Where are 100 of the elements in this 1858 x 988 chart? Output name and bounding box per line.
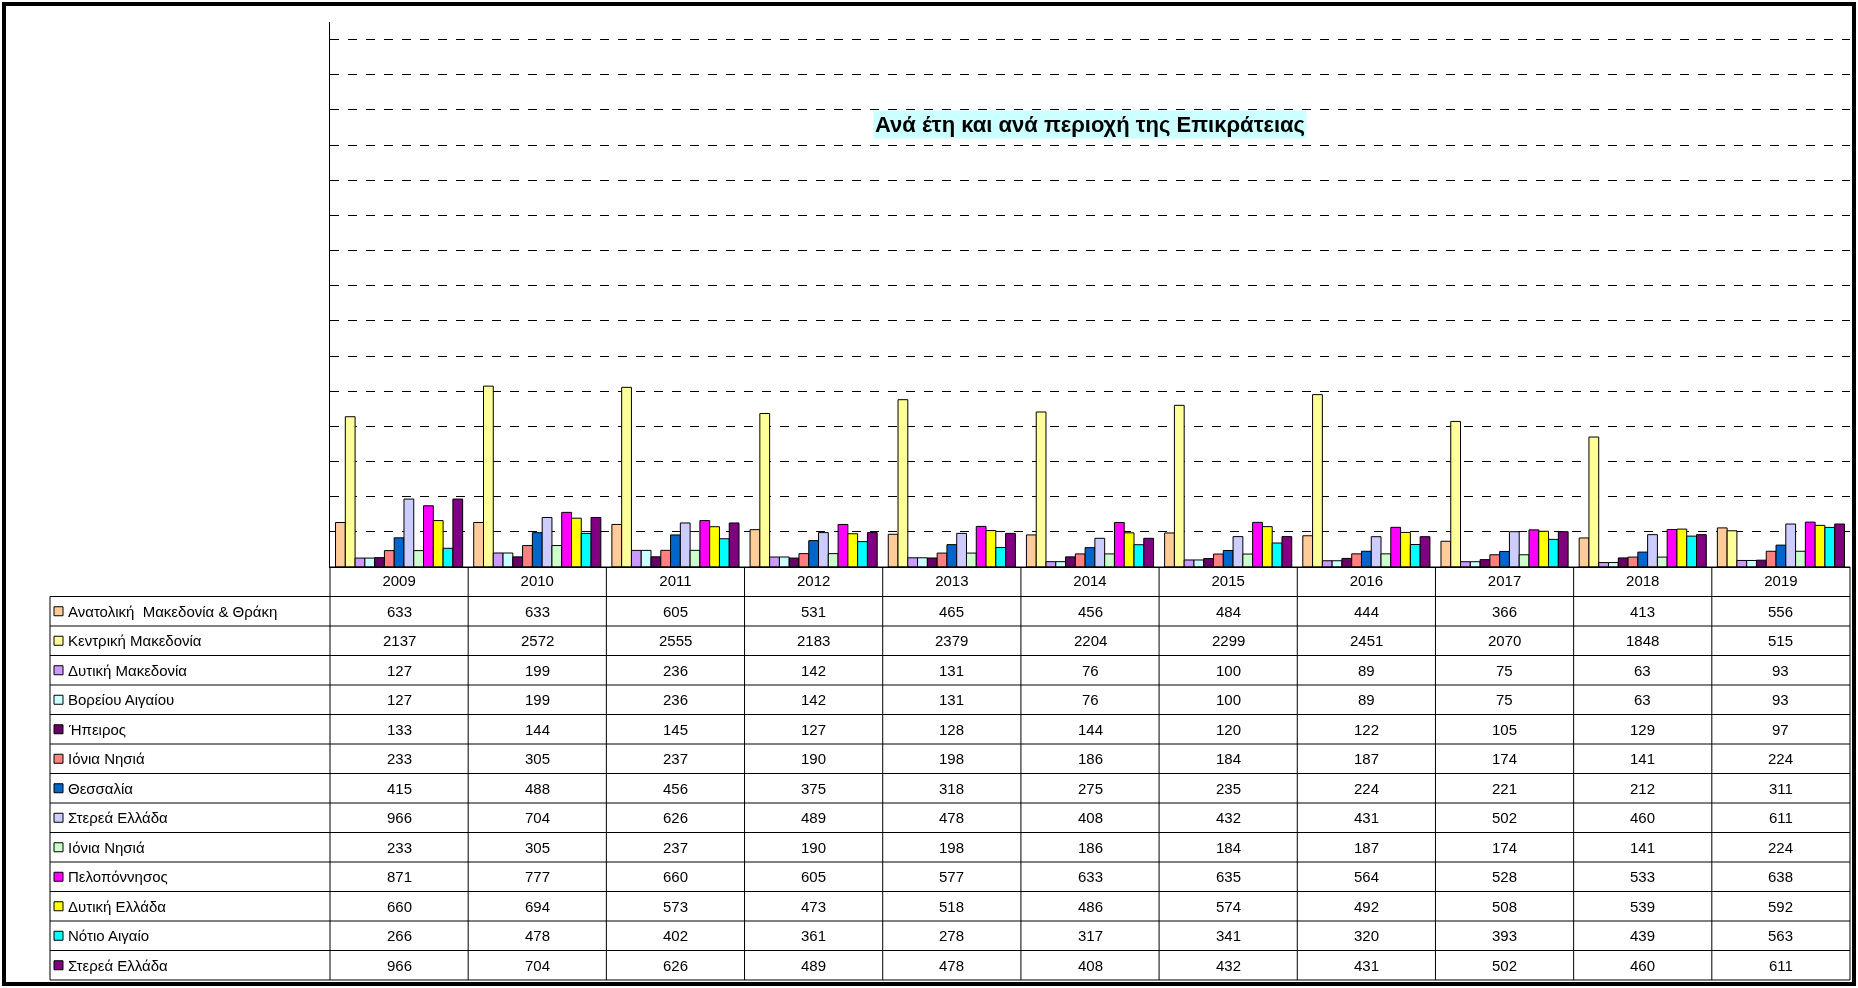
data-label: 704: [525, 809, 551, 826]
data-label: 199: [525, 691, 551, 708]
data-label: 633: [525, 603, 551, 620]
data-label: 2070: [1488, 632, 1522, 649]
data-label: 564: [1354, 868, 1380, 885]
data-label: 531: [801, 603, 827, 620]
legend-label: Θεσσαλία: [68, 780, 134, 797]
legend-label: Ανατολική Μακεδονία & Θράκη: [68, 603, 278, 620]
data-label: 460: [1630, 957, 1656, 974]
data-label: 235: [1216, 780, 1242, 797]
data-label: 489: [801, 957, 827, 974]
data-label: 212: [1630, 780, 1656, 797]
data-label: 127: [387, 662, 413, 679]
data-label: 122: [1354, 721, 1380, 738]
data-label: 605: [663, 603, 689, 620]
data-label: 174: [1492, 839, 1518, 856]
data-label: 184: [1216, 750, 1242, 767]
data-label: 489: [801, 809, 827, 826]
legend-label: Πελοπόννησος: [68, 868, 168, 885]
data-label: 508: [1492, 898, 1518, 915]
data-label: 105: [1492, 721, 1518, 738]
data-label: 393: [1492, 927, 1518, 944]
data-label: 318: [939, 780, 965, 797]
x-tick-label: 2015: [1211, 572, 1245, 589]
x-tick-label: 2018: [1626, 572, 1660, 589]
data-label: 278: [939, 927, 965, 944]
data-label: 2137: [383, 632, 417, 649]
x-tick-label: 2014: [1073, 572, 1107, 589]
x-tick-label: 2009: [382, 572, 416, 589]
data-label: 233: [387, 839, 413, 856]
data-label: 187: [1354, 839, 1380, 856]
data-label: 408: [1078, 957, 1104, 974]
data-label: 198: [939, 750, 965, 767]
data-label: 224: [1768, 750, 1794, 767]
data-label: 320: [1354, 927, 1380, 944]
data-label: 133: [387, 721, 413, 738]
data-label: 626: [663, 809, 689, 826]
data-label: 237: [663, 839, 689, 856]
data-label: 533: [1630, 868, 1656, 885]
data-label: 224: [1768, 839, 1794, 856]
data-label: 187: [1354, 750, 1380, 767]
data-label: 592: [1768, 898, 1794, 915]
data-label: 142: [801, 691, 827, 708]
legend-label: Νότιο Αιγαίο: [68, 927, 150, 944]
data-label: 432: [1216, 957, 1242, 974]
data-label: 871: [387, 868, 413, 885]
data-label: 145: [663, 721, 689, 738]
data-label: 311: [1769, 780, 1793, 797]
data-label: 174: [1492, 750, 1518, 767]
legend-label: Ήπειρος: [68, 721, 127, 738]
data-label: 635: [1216, 868, 1242, 885]
data-label: 1848: [1626, 632, 1660, 649]
legend-label: Στερεά Ελλάδα: [68, 957, 169, 974]
data-label: 127: [387, 691, 413, 708]
data-label: 361: [801, 927, 827, 944]
data-label: 127: [801, 721, 827, 738]
legend-label: Ιόνια Νησιά: [68, 750, 145, 767]
data-label: 144: [525, 721, 551, 738]
data-label: 556: [1768, 603, 1794, 620]
data-label: 439: [1630, 927, 1656, 944]
data-label: 141: [1630, 839, 1656, 856]
data-label: 528: [1492, 868, 1518, 885]
data-label: 633: [387, 603, 413, 620]
data-label: 478: [939, 957, 965, 974]
data-label: 2183: [797, 632, 831, 649]
data-label: 415: [387, 780, 413, 797]
data-label: 190: [801, 750, 827, 767]
data-label: 660: [663, 868, 689, 885]
data-label: 478: [939, 809, 965, 826]
data-label: 128: [939, 721, 965, 738]
data-label: 186: [1078, 839, 1104, 856]
data-label: 131: [939, 691, 965, 708]
data-label: 76: [1082, 691, 1099, 708]
data-label: 611: [1769, 809, 1793, 826]
data-label: 186: [1078, 750, 1104, 767]
data-label: 63: [1634, 662, 1651, 679]
x-tick-label: 2011: [659, 572, 692, 589]
data-label: 502: [1492, 809, 1518, 826]
data-label: 660: [387, 898, 413, 915]
data-label: 444: [1354, 603, 1380, 620]
data-label: 484: [1216, 603, 1242, 620]
data-label: 413: [1630, 603, 1656, 620]
data-label: 460: [1630, 809, 1656, 826]
data-label: 777: [525, 868, 551, 885]
data-label: 75: [1496, 662, 1513, 679]
data-label: 233: [387, 750, 413, 767]
data-label: 488: [525, 780, 551, 797]
data-label: 431: [1354, 957, 1380, 974]
data-label: 100: [1216, 662, 1242, 679]
data-label: 966: [387, 957, 413, 974]
data-label: 131: [939, 662, 965, 679]
data-label: 236: [663, 662, 689, 679]
data-label: 237: [663, 750, 689, 767]
data-label: 142: [801, 662, 827, 679]
data-label: 456: [1078, 603, 1104, 620]
x-tick-label: 2010: [520, 572, 554, 589]
data-label: 305: [525, 750, 551, 767]
data-label: 375: [801, 780, 827, 797]
data-label: 577: [939, 868, 965, 885]
data-label: 465: [939, 603, 965, 620]
